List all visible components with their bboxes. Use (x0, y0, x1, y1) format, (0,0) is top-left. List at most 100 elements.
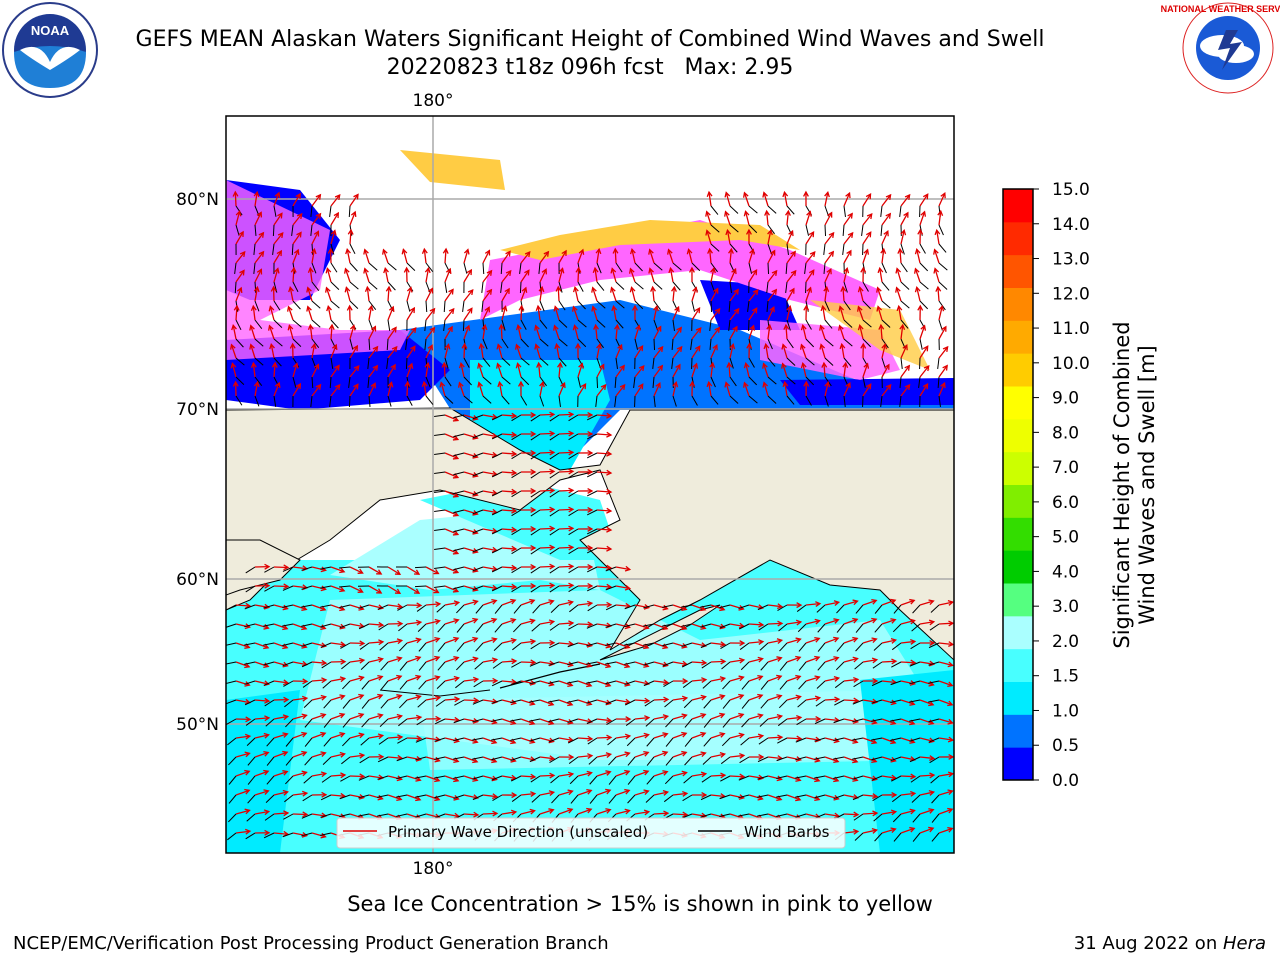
wave-arrow-head (788, 229, 794, 237)
wave-arrow (406, 346, 416, 359)
wave-arrow-head (833, 757, 840, 764)
wave-arrow (938, 642, 953, 646)
wave-arrow (292, 267, 295, 283)
wind-barb (586, 699, 598, 704)
wind-barb (596, 300, 606, 309)
wave-arrow (748, 714, 763, 720)
wave-arrow-head (244, 662, 251, 669)
wave-arrow (539, 508, 555, 511)
wave-arrow (615, 604, 631, 607)
wave-arrow (919, 383, 929, 397)
wave-arrow (938, 661, 953, 667)
wind-barb (254, 376, 263, 386)
wave-arrow (254, 680, 269, 685)
wave-arrow (387, 327, 397, 340)
wind-barb (482, 395, 492, 404)
wave-arrow (558, 584, 574, 587)
wave-arrow-head (415, 714, 423, 721)
wave-arrow-head (331, 343, 338, 351)
wave-arrow-head (586, 641, 594, 648)
wind-barb (605, 699, 617, 705)
wave-arrow (496, 363, 503, 378)
wave-arrow (710, 642, 725, 646)
wave-arrow (406, 716, 421, 720)
colorbar-segment (1003, 517, 1033, 551)
wave-arrow-head (560, 381, 566, 389)
wind-barb (234, 262, 237, 274)
wave-arrow-head (738, 794, 746, 800)
wind-barb (824, 319, 833, 329)
wave-arrow-head (624, 769, 631, 776)
wave-arrow-head (477, 381, 483, 388)
wave-arrow (501, 306, 507, 321)
wind-barb (226, 623, 237, 628)
wave-arrow (330, 753, 345, 758)
wind-barb (329, 205, 332, 217)
wind-barb (473, 680, 484, 688)
wave-arrow (615, 566, 630, 571)
wind-barb (472, 471, 484, 477)
wind-barb (472, 414, 484, 420)
wind-barb (569, 604, 579, 613)
wind-barb (786, 338, 794, 349)
wind-barb (320, 566, 332, 570)
wind-barb (463, 357, 470, 368)
wave-arrow (539, 382, 544, 397)
wave-arrow (553, 325, 560, 340)
wave-arrow (767, 657, 782, 663)
wave-arrow (406, 566, 420, 575)
wave-arrow-head (339, 623, 346, 630)
wave-arrow (311, 832, 326, 838)
wave-arrow-head (464, 324, 471, 331)
wave-arrow-head (917, 228, 924, 235)
wind-barb (510, 680, 522, 686)
wave-arrow-head (757, 674, 764, 681)
wave-arrow (881, 660, 897, 663)
wave-arrow-head (937, 209, 944, 216)
wind-barb (273, 338, 283, 347)
wave-arrow-head (568, 468, 575, 475)
wave-arrow (881, 680, 896, 684)
wave-arrow-head (452, 492, 460, 498)
wave-arrow-head (909, 738, 916, 744)
wave-arrow-head (530, 564, 537, 570)
wave-arrow-head (472, 656, 479, 663)
wind-barb (558, 319, 568, 328)
wind-barb (930, 775, 940, 784)
wave-arrow-head (928, 599, 935, 606)
wave-arrow (919, 365, 930, 378)
wave-arrow (767, 756, 782, 760)
wave-arrow-head (367, 304, 374, 312)
wind-barb (665, 756, 674, 766)
wave-arrow-head (833, 676, 841, 682)
wave-arrow (368, 641, 384, 644)
wave-arrow-head (288, 285, 294, 293)
wind-barb (301, 623, 313, 627)
wave-arrow (691, 327, 702, 340)
wind-barb (520, 395, 528, 406)
wind-barb (634, 338, 639, 350)
wind-barb (880, 224, 883, 237)
wave-arrow (859, 287, 864, 302)
wave-arrow-head (820, 304, 827, 312)
wave-arrow (710, 813, 725, 819)
wave-arrow-head (782, 380, 789, 388)
wave-arrow (501, 251, 511, 264)
wave-arrow-head (934, 228, 941, 236)
wave-arrow (577, 680, 592, 687)
wind-barb (757, 775, 769, 780)
wind-barb (795, 775, 807, 779)
wave-arrow-head (530, 431, 537, 437)
wave-arrow-head (358, 732, 365, 739)
wind-barb (434, 585, 446, 589)
wind-barb (500, 262, 503, 275)
wave-arrow (938, 211, 942, 226)
wave-arrow-head (587, 563, 594, 570)
wave-arrow-head (498, 323, 505, 330)
wave-arrow-head (510, 757, 517, 763)
wind-barb (938, 281, 948, 290)
wave-arrow (672, 604, 687, 611)
wave-arrow-head (914, 248, 921, 255)
wave-arrow (444, 414, 459, 422)
wave-arrow (706, 211, 712, 226)
